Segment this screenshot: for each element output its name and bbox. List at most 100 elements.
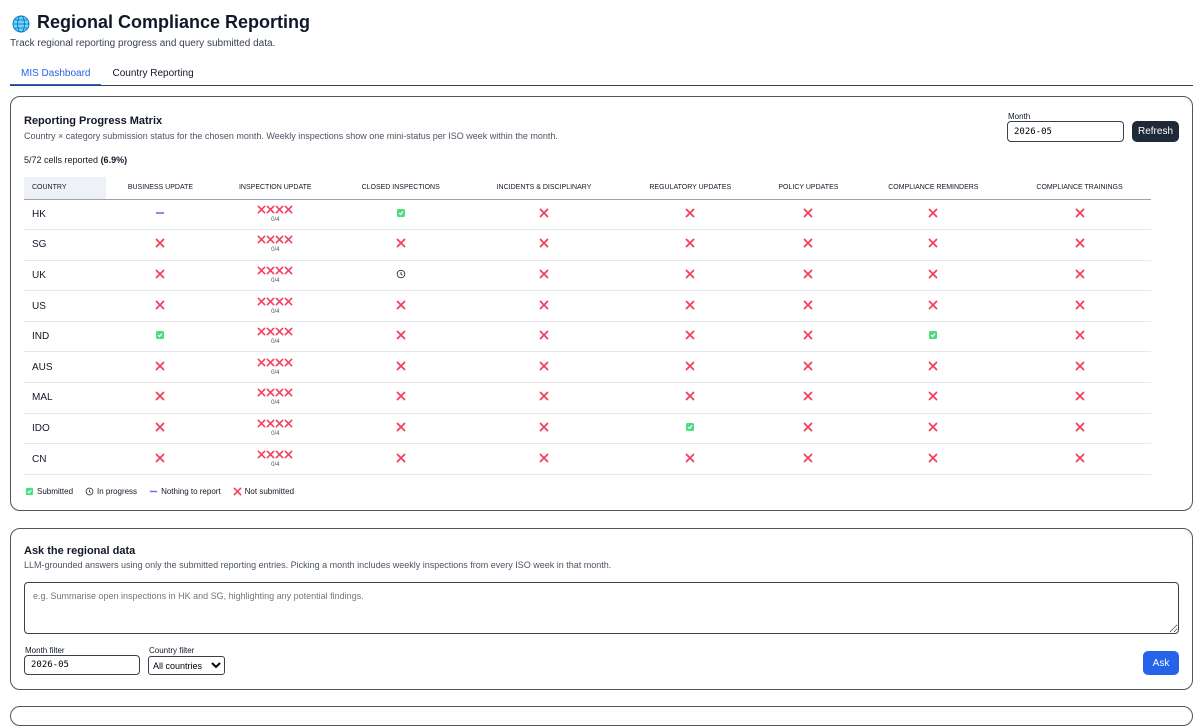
status-icon xyxy=(1075,300,1084,309)
status-cell: 0/4 xyxy=(214,382,336,414)
country-filter[interactable]: All countries xyxy=(148,656,225,675)
status-cell xyxy=(622,229,759,261)
matrix-row: MAL 0/4 xyxy=(24,382,1151,414)
week-count: 0/4 xyxy=(271,216,280,223)
status-cell xyxy=(106,290,215,322)
status-icon xyxy=(804,208,813,218)
legend-label: Not submitted xyxy=(244,487,295,496)
country-filter-label: Country filter xyxy=(149,646,195,655)
ask-description: LLM-grounded answers using only the subm… xyxy=(24,560,612,570)
column-header: COUNTRY xyxy=(24,177,106,200)
week-statuses xyxy=(215,327,336,339)
country-cell: AUS xyxy=(24,351,106,384)
status-cell xyxy=(1008,260,1151,292)
status-icon xyxy=(539,208,549,218)
status-icon xyxy=(1075,269,1084,279)
status-cell xyxy=(758,260,859,292)
country-cell: HK xyxy=(24,199,106,231)
status-cell xyxy=(106,382,215,414)
week-count: 0/4 xyxy=(271,369,280,376)
week-statuses xyxy=(215,388,336,400)
status-cell xyxy=(1008,382,1151,414)
status-icon xyxy=(804,422,813,432)
refresh-button[interactable]: Refresh xyxy=(1132,121,1179,142)
status-cell xyxy=(622,199,759,231)
status-cell xyxy=(758,290,859,322)
status-cell xyxy=(106,199,215,231)
status-icon xyxy=(685,300,695,309)
status-cell xyxy=(858,413,1009,445)
status-cell xyxy=(335,260,466,292)
page-subtitle: Track regional reporting progress and qu… xyxy=(10,38,276,49)
status-icon xyxy=(275,235,284,244)
status-cell xyxy=(622,443,759,475)
status-icon xyxy=(25,487,34,496)
status-icon xyxy=(1075,208,1084,218)
status-icon xyxy=(275,266,284,275)
status-icon xyxy=(257,388,266,397)
matrix-card xyxy=(10,96,1193,511)
week-statuses xyxy=(215,419,336,431)
status-cell xyxy=(1008,229,1151,261)
status-icon xyxy=(1075,422,1084,432)
week-count: 0/4 xyxy=(271,461,280,468)
status-cell xyxy=(758,351,859,384)
status-icon xyxy=(257,450,266,459)
status-cell xyxy=(465,229,623,261)
status-icon xyxy=(284,388,293,397)
status-icon xyxy=(396,300,406,309)
status-cell xyxy=(106,229,215,261)
matrix-row: IND 0/4 xyxy=(24,321,1151,353)
week-statuses xyxy=(215,358,336,370)
country-cell: IND xyxy=(24,321,106,353)
status-icon xyxy=(396,361,406,371)
status-icon xyxy=(266,450,275,459)
tab[interactable]: Country Reporting xyxy=(112,68,194,79)
month-input[interactable] xyxy=(1007,121,1124,142)
column-header: COMPLIANCE REMINDERS xyxy=(858,177,1009,200)
column-header: REGULATORY UPDATES xyxy=(622,177,759,200)
status-cell xyxy=(858,321,1009,353)
status-icon xyxy=(284,358,293,367)
status-cell xyxy=(465,260,623,292)
status-icon xyxy=(275,388,284,397)
status-icon xyxy=(396,269,405,279)
matrix-description: Country × category submission status for… xyxy=(24,131,558,141)
week-statuses xyxy=(215,297,336,309)
column-header: INSPECTION UPDATE xyxy=(214,177,336,200)
status-cell xyxy=(1008,290,1151,322)
status-cell xyxy=(106,321,215,353)
legend: Submitted In progress Nothing to report Not… xyxy=(25,487,294,496)
status-cell xyxy=(106,260,215,292)
tab[interactable]: MIS Dashboard xyxy=(10,62,102,85)
ask-button[interactable]: Ask xyxy=(1143,651,1179,675)
status-icon xyxy=(685,391,695,401)
status-icon xyxy=(685,361,695,371)
status-cell: 0/4 xyxy=(214,290,336,322)
status-icon xyxy=(804,453,813,462)
status-icon xyxy=(1075,391,1084,401)
status-icon xyxy=(266,419,275,428)
question-input[interactable] xyxy=(24,582,1179,634)
status-cell: 0/4 xyxy=(214,413,336,445)
legend-item: Nothing to report xyxy=(149,487,221,496)
month-filter-input[interactable] xyxy=(24,655,140,675)
matrix-table: COUNTRY BUSINESS UPDATE INSPECTION UPDATE C… xyxy=(24,177,1151,475)
status-cell xyxy=(465,382,623,414)
status-icon xyxy=(284,297,293,306)
status-icon xyxy=(804,361,813,371)
next-card xyxy=(10,706,1193,726)
status-cell xyxy=(758,229,859,261)
status-cell: 0/4 xyxy=(214,260,336,292)
status-cell xyxy=(858,229,1009,261)
week-count: 0/4 xyxy=(271,339,280,346)
status-cell: 0/4 xyxy=(214,443,336,475)
status-icon xyxy=(284,205,293,214)
legend-label: In progress xyxy=(97,487,138,496)
status-cell xyxy=(758,413,859,445)
status-cell xyxy=(1008,321,1151,353)
status-cell xyxy=(858,351,1009,384)
status-cell xyxy=(106,443,215,475)
status-cell xyxy=(465,290,623,322)
country-cell: US xyxy=(24,290,106,322)
